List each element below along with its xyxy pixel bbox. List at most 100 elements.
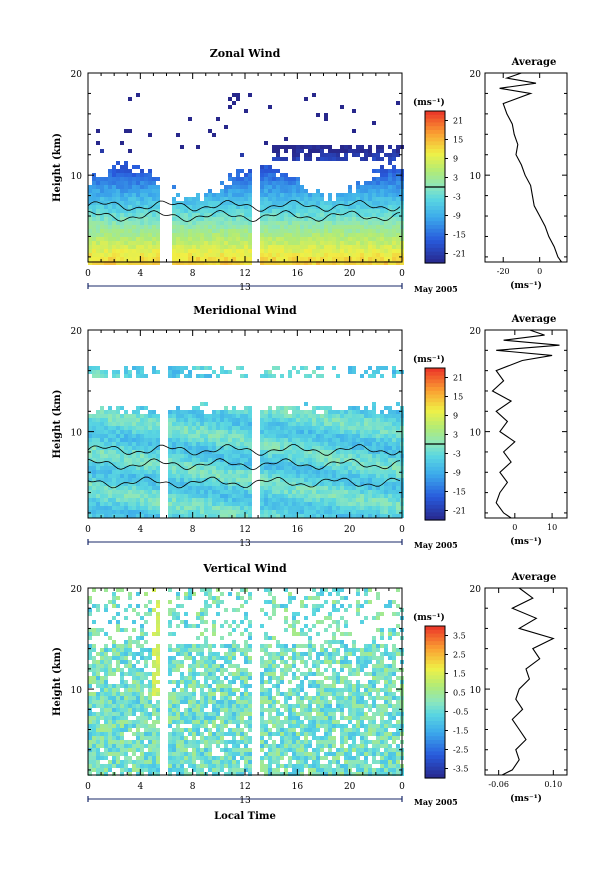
profile-y-tick-label: 20 [470,70,482,80]
x-tick-label: 16 [292,782,304,792]
y-tick-label: 20 [71,327,83,337]
x-tick-label: 8 [190,525,196,535]
x-tick-label: 20 [344,525,356,535]
month-label: May 2005 [414,284,458,294]
x-tick-label: 8 [190,782,196,792]
x-tick-label: 0 [399,525,405,535]
colorbar-tick-label: -21 [453,250,466,259]
colorbar-tick-label: 3 [453,431,458,440]
x-tick-label: 4 [137,782,143,792]
colorbar-unit: (ms⁻¹) [413,97,445,108]
colorbar [424,367,448,521]
colorbar-unit: (ms⁻¹) [413,354,445,365]
x-axis-label: Local Time [214,811,276,822]
panel-title: Vertical Wind [202,562,287,575]
x-tick-label: 16 [292,525,304,535]
colorbar-tick-label: -9 [453,212,461,221]
colorbar-tick-label: -1.5 [453,727,468,736]
profile-x-tick-label: -0.06 [488,780,509,789]
panel-zonal: Zonal Wind 20 10 Height (km) 0 4 8 12 16 20 0 13 May… [52,47,568,294]
y-axis-label: Height (km) [52,133,63,202]
y-axis-label: Height (km) [52,390,63,459]
colorbar-tick-label: -0.5 [453,708,468,717]
day-label: 13 [239,539,251,549]
y-tick-label: 20 [71,585,83,595]
heatmap-cells [88,588,404,776]
heatmap-cells [88,366,404,518]
profile-x-label: (ms⁻¹) [510,280,542,291]
x-ticks [87,73,403,262]
profile-x-tick-label: 0 [537,267,542,276]
x-tick-label: 16 [292,269,304,279]
profile-x-label: (ms⁻¹) [510,536,542,547]
x-tick-label: 0 [85,525,91,535]
y-ticks [88,72,402,258]
profile-line [501,587,555,776]
x-ticks [87,588,403,775]
y-ticks [88,329,402,514]
x-tick-label: 12 [239,782,250,792]
colorbar-tick-label: 21 [453,374,463,383]
x-tick-label: 0 [85,269,91,279]
average-profile [484,72,568,263]
colorbar [424,110,448,264]
colorbar-tick-label: 15 [453,136,463,145]
average-profile [484,329,568,519]
y-tick-label: 10 [71,429,83,439]
colorbar-tick-label: 2.5 [453,651,466,660]
colorbar [424,625,448,779]
colorbar-unit: (ms⁻¹) [413,612,445,623]
profile-y-tick-label: 10 [470,429,482,439]
month-label: May 2005 [414,540,458,550]
colorbar-tick-label: 15 [453,393,463,402]
profile-title: Average [511,57,557,68]
colorbar-tick-label: 0.5 [453,689,466,698]
contour-lines [87,444,401,489]
colorbar-tick-label: -15 [453,488,466,497]
colorbar-tick-label: 3 [453,174,458,183]
x-tick-label: 0 [399,269,405,279]
month-label: May 2005 [414,797,458,807]
colorbar-tick-label: -3.5 [453,765,468,774]
x-tick-label: 12 [239,269,250,279]
colorbar-tick-label: 21 [453,117,463,126]
day-label: 13 [239,283,251,293]
colorbar-tick-label: 9 [453,155,458,164]
panel-vertical: Vertical Wind 20 10 Height (km) 0 4 8 12 16 20 0 13… [52,562,568,822]
x-tick-label: 0 [85,782,91,792]
colorbar-tick-label: -3 [453,450,461,459]
colorbar-tick-label: 1.5 [453,670,466,679]
profile-line [491,329,560,519]
heatmap-cells [88,93,404,265]
y-tick-label: 20 [71,70,83,80]
colorbar-tick-label: -9 [453,469,461,478]
profile-y-tick-label: 20 [470,327,482,337]
x-tick-label: 12 [239,525,250,535]
y-tick-label: 10 [71,172,83,182]
x-tick-label: 4 [137,525,143,535]
colorbar-tick-label: 9 [453,412,458,421]
panel-title: Meridional Wind [193,304,297,317]
day-label: 13 [239,796,251,806]
x-tick-label: 20 [344,269,356,279]
profile-y-tick-label: 10 [470,686,482,696]
x-tick-label: 8 [190,269,196,279]
profile-x-tick-label: 0.10 [544,780,562,789]
profile-y-tick-label: 10 [470,172,482,182]
profile-x-tick-label: 0 [512,523,517,532]
x-tick-label: 0 [399,782,405,792]
colorbar-tick-label: -15 [453,231,466,240]
profile-title: Average [511,314,557,325]
profile-y-tick-label: 20 [470,585,482,595]
y-axis-label: Height (km) [52,647,63,716]
contour-lines [87,200,401,223]
x-tick-label: 20 [344,782,356,792]
profile-x-tick-label: 10 [547,523,557,532]
average-profile [484,587,568,776]
x-ticks [87,330,403,518]
profile-x-tick-label: -20 [497,267,510,276]
panel-meridional: Meridional Wind 20 10 Height (km) 0 4 8 12 16 20 0… [52,304,568,550]
profile-title: Average [511,572,557,583]
y-tick-label: 10 [71,686,83,696]
